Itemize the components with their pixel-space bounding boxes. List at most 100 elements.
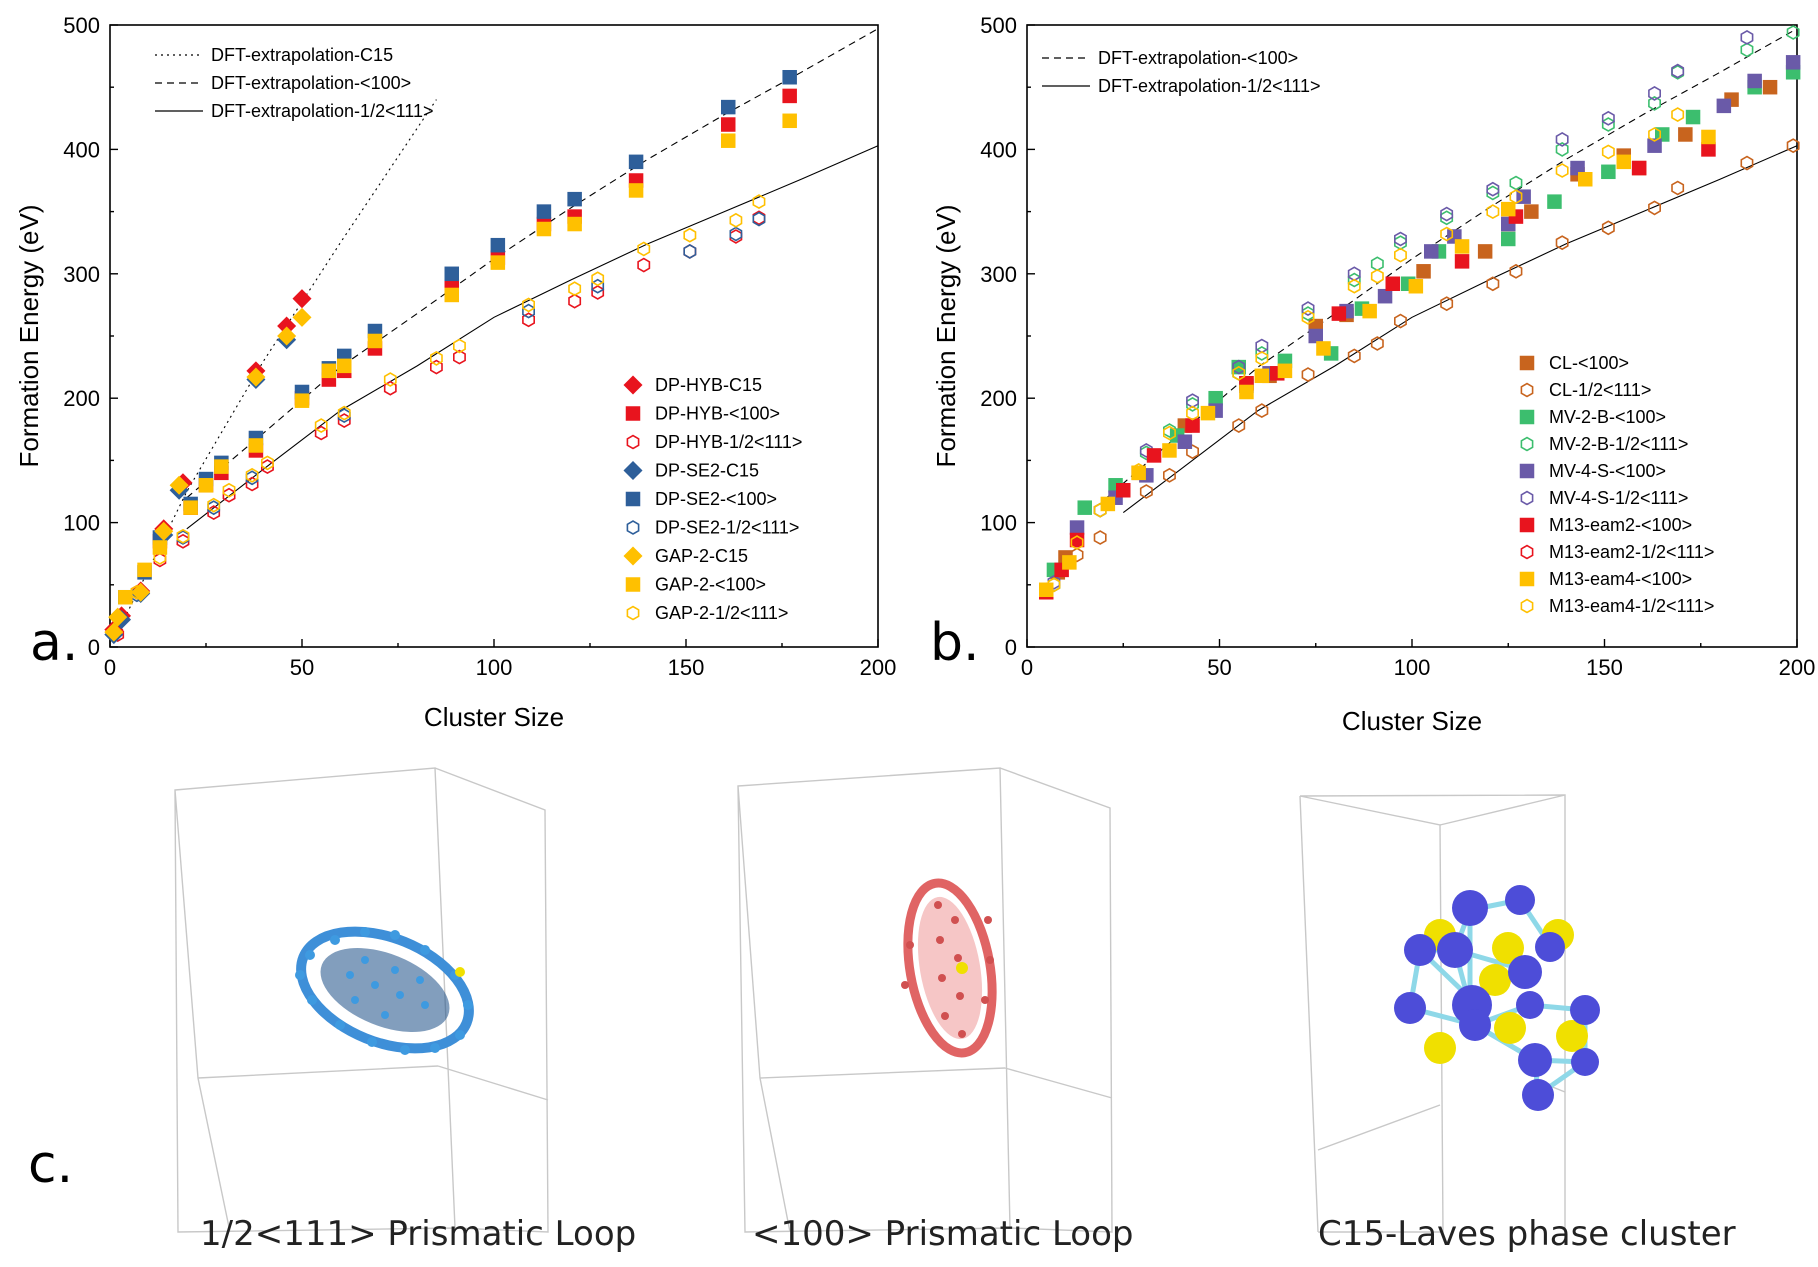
chart-b-point bbox=[1139, 484, 1153, 499]
chart-b-ytick-label: 300 bbox=[980, 262, 1017, 287]
chart-a-point bbox=[207, 497, 221, 513]
chart-a-point bbox=[214, 459, 229, 474]
chart-b-line-dft-extrapolation-1-2-111- bbox=[1122, 145, 1798, 514]
chart-b-point bbox=[1555, 131, 1569, 147]
chart-a-legend-marker bbox=[623, 460, 643, 481]
chart-a-ytick-label: 500 bbox=[63, 13, 100, 38]
caption-100: <100> Prismatic Loop bbox=[752, 1214, 1134, 1254]
chart-a: Formation Energy (eV) Cluster Size a. 0 5… bbox=[14, 13, 896, 732]
chart-a-legend-marker bbox=[625, 406, 641, 421]
chart-b-point bbox=[1301, 309, 1315, 325]
chart-b-legend-label: M13-eam4-1/2<111> bbox=[1549, 596, 1714, 616]
chart-a-legend-line-label: DFT-extrapolation-1/2<111> bbox=[211, 101, 433, 121]
chart-a-point bbox=[314, 418, 328, 434]
chart-b-xtick-label: 200 bbox=[1779, 655, 1816, 680]
chart-a-point bbox=[153, 549, 167, 565]
chart-b-point bbox=[1524, 204, 1539, 219]
chart-b-legend-label: CL-1/2<111> bbox=[1549, 380, 1651, 400]
chart-a-legend-label: DP-HYB-<100> bbox=[655, 404, 780, 424]
chart-b-point bbox=[1132, 462, 1146, 478]
loop-111-ring bbox=[296, 926, 474, 1054]
chart-a-point bbox=[152, 540, 168, 555]
chart-b-point bbox=[1255, 350, 1269, 366]
chart-a-point bbox=[137, 562, 152, 578]
chart-a-point bbox=[277, 326, 297, 346]
chart-b-point bbox=[1648, 200, 1661, 216]
chart-b-xtick-label: 50 bbox=[1207, 655, 1231, 680]
chart-a-point bbox=[720, 133, 736, 148]
chart-a-point bbox=[183, 500, 198, 515]
chart-b-point bbox=[1232, 359, 1246, 375]
chart-a-point bbox=[245, 467, 259, 483]
chart-a-point bbox=[591, 271, 605, 287]
chart-b-xlabel: Cluster Size bbox=[1342, 706, 1482, 736]
chart-b-point bbox=[1601, 164, 1616, 180]
chart-b-point bbox=[1232, 418, 1246, 434]
chart-b-point bbox=[1255, 403, 1269, 419]
chart-a-xtick-label: 0 bbox=[104, 655, 116, 680]
chart-b-legend-marker bbox=[1520, 598, 1534, 614]
chart-a-point bbox=[321, 363, 337, 379]
chart-b-point bbox=[1671, 107, 1685, 123]
chart-a-point bbox=[292, 307, 312, 327]
chart-b-point bbox=[1454, 239, 1470, 254]
loop-111-atoms bbox=[295, 927, 473, 1055]
chart-b-point bbox=[1555, 141, 1569, 157]
chart-b-point bbox=[1070, 547, 1084, 563]
chart-b-point bbox=[1162, 443, 1177, 458]
chart-b-point bbox=[1509, 263, 1523, 279]
chart-b-point bbox=[1070, 535, 1084, 550]
chart-a-point bbox=[337, 405, 351, 421]
chart-a-legend-label: GAP-2-1/2<111> bbox=[655, 603, 788, 623]
c15-blue-atoms bbox=[1394, 885, 1600, 1111]
chart-b-point bbox=[1509, 175, 1523, 191]
chart-b-legend-label: M13-eam2-1/2<111> bbox=[1549, 542, 1714, 562]
chart-a-point bbox=[536, 204, 552, 219]
chart-a-legend-label: DP-SE2-<100> bbox=[655, 489, 777, 509]
chart-b-series-m13-eam4-1-2-111- bbox=[1047, 107, 1685, 593]
chart-b-point bbox=[1647, 138, 1662, 153]
chart-b-legend-label: MV-4-S-1/2<111> bbox=[1549, 488, 1688, 508]
chart-b-point bbox=[1740, 29, 1754, 45]
panel-b-label: b. bbox=[930, 613, 980, 673]
chart-a-point bbox=[429, 359, 443, 375]
chart-b-point bbox=[1394, 247, 1407, 263]
chart-b-point bbox=[1601, 220, 1615, 236]
chart-a-point bbox=[383, 380, 397, 396]
chart-b-point bbox=[1069, 532, 1085, 548]
chart-b-point bbox=[1047, 574, 1061, 590]
chart-a-point bbox=[568, 281, 582, 297]
chart-a-point bbox=[429, 350, 443, 366]
chart-a-point bbox=[628, 154, 644, 170]
chart-b-point bbox=[1385, 276, 1400, 292]
chart-b-point bbox=[1394, 231, 1407, 247]
chart-b-point bbox=[1678, 127, 1693, 142]
box-c15-edges bbox=[1299, 794, 1566, 1233]
chart-a-point bbox=[782, 69, 797, 85]
chart-a-point bbox=[108, 607, 128, 627]
chart-a-series-gap-2-100- bbox=[118, 113, 797, 605]
chart-b-point bbox=[1440, 226, 1454, 242]
chart-b-series-mv-4-s-100- bbox=[1069, 55, 1801, 535]
chart-b-point bbox=[1701, 142, 1716, 157]
chart-b-point bbox=[1601, 110, 1615, 126]
chart-a-line-dft-extrapolation-1-2-111- bbox=[186, 145, 879, 530]
loop-100-core bbox=[917, 896, 983, 1040]
chart-b-point bbox=[1185, 418, 1200, 433]
chart-a-point bbox=[683, 227, 697, 243]
chart-b-point bbox=[1093, 530, 1107, 545]
chart-b-point bbox=[1408, 278, 1424, 294]
chart-b-point bbox=[1486, 181, 1500, 197]
chart-b-point bbox=[1208, 390, 1223, 406]
chart-a-legend-label: GAP-2-C15 bbox=[655, 546, 748, 566]
loop-100-atoms bbox=[901, 901, 994, 1038]
chart-b-point bbox=[1177, 434, 1193, 449]
caption-c15: C15-Laves phase cluster bbox=[1318, 1214, 1736, 1254]
chart-a-legend-label: DP-HYB-1/2<111> bbox=[655, 432, 802, 452]
chart-a-point bbox=[637, 241, 651, 257]
chart-b-point bbox=[1701, 129, 1716, 145]
chart-a-point bbox=[260, 455, 274, 471]
chart-a-point bbox=[567, 216, 582, 232]
box-111-edges bbox=[174, 767, 549, 1233]
chart-b-point bbox=[1740, 155, 1754, 171]
